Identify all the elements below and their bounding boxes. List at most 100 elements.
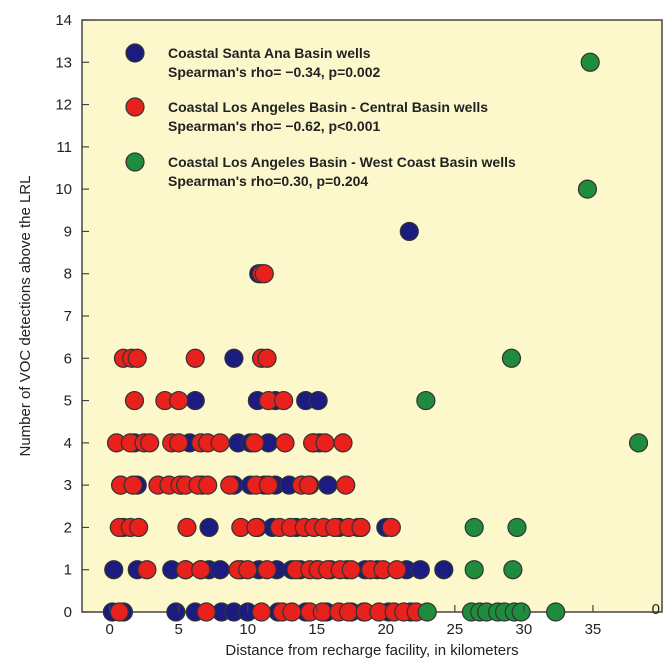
data-points: [102, 52, 649, 622]
point-west-coast-basin: [416, 390, 436, 411]
point-west-coast-basin: [577, 179, 598, 199]
point-west-coast-basin: [417, 602, 437, 622]
point-west-coast-basin: [628, 433, 649, 453]
point-central-basin: [123, 475, 143, 495]
point-santa-ana: [166, 602, 186, 622]
y-tick-label: 11: [56, 139, 72, 156]
point-central-basin: [282, 602, 302, 622]
point-west-coast-basin: [464, 560, 484, 580]
x-tick-label: 0: [105, 621, 113, 638]
legend: Coastal Santa Ana Basin wells Spearman's…: [125, 43, 516, 189]
y-tick-label: 13: [55, 54, 72, 71]
point-central-basin: [315, 433, 335, 453]
y-tick-label: 10: [55, 181, 72, 198]
point-central-basin: [251, 602, 272, 622]
y-axis-label: Number of VOC detections above the LRL: [17, 176, 34, 457]
point-central-basin: [257, 348, 277, 368]
point-central-basin: [387, 560, 407, 580]
point-central-basin: [220, 475, 240, 495]
legend-stat-santa-ana: Spearman's rho= −0.34, p=0.002: [168, 64, 380, 80]
point-central-basin: [109, 602, 129, 622]
x-tick-label: 15: [308, 621, 325, 638]
point-west-coast-basin: [507, 517, 527, 538]
point-santa-ana: [104, 560, 124, 580]
plot-area: [81, 19, 663, 613]
point-santa-ana: [308, 390, 328, 411]
point-santa-ana: [199, 517, 219, 538]
x-tick-label: 30: [516, 621, 533, 638]
point-central-basin: [137, 560, 157, 580]
point-west-coast-basin: [464, 517, 484, 538]
point-central-basin: [238, 560, 258, 580]
point-central-basin: [341, 560, 361, 580]
point-santa-ana: [185, 390, 205, 411]
point-central-basin: [210, 433, 230, 453]
point-central-basin: [245, 433, 265, 453]
y-tick-label: 5: [64, 393, 72, 410]
y-tick-label: 4: [64, 435, 72, 452]
point-central-basin: [169, 390, 189, 411]
point-west-coast-basin: [546, 602, 566, 622]
point-santa-ana: [399, 221, 419, 242]
y-tick-label: 2: [64, 519, 72, 536]
x-edge-tick-label: 0: [652, 601, 660, 618]
y-tick-label: 9: [64, 223, 72, 240]
y-tick-label: 3: [64, 477, 72, 494]
point-central-basin: [312, 602, 332, 622]
point-west-coast-basin: [501, 348, 522, 368]
point-central-basin: [129, 517, 149, 538]
point-central-basin: [185, 348, 205, 368]
point-central-basin: [169, 433, 189, 453]
legend-marker-santa-ana: [125, 43, 145, 63]
point-central-basin: [198, 475, 218, 495]
point-west-coast-basin: [580, 52, 600, 72]
legend-label-santa-ana: Coastal Santa Ana Basin wells: [168, 45, 371, 61]
y-tick-label: 12: [55, 97, 72, 114]
point-central-basin: [127, 348, 147, 368]
x-tick-label: 10: [239, 621, 256, 638]
point-santa-ana: [410, 560, 430, 580]
point-central-basin: [381, 517, 401, 538]
legend-marker-central-basin: [125, 97, 145, 117]
x-axis-label: Distance from recharge facility, in kilo…: [225, 642, 518, 659]
point-central-basin: [196, 602, 216, 622]
point-central-basin: [191, 560, 211, 580]
legend-stat-central-basin: Spearman's rho= −0.62, p<0.001: [168, 118, 380, 134]
point-west-coast-basin: [503, 560, 523, 580]
point-central-basin: [333, 433, 353, 453]
point-central-basin: [140, 433, 160, 453]
point-central-basin: [298, 475, 319, 495]
point-central-basin: [338, 602, 359, 622]
point-santa-ana: [224, 348, 244, 368]
point-santa-ana: [434, 560, 454, 580]
point-west-coast-basin: [511, 602, 531, 622]
x-tick-label: 20: [377, 621, 394, 638]
point-central-basin: [177, 517, 197, 538]
y-tick-label: 6: [64, 350, 72, 367]
point-central-basin: [336, 475, 356, 495]
legend-stat-west-coast-basin: Spearman's rho=0.30, p=0.204: [168, 173, 368, 189]
legend-label-west-coast-basin: Coastal Los Angeles Basin - West Coast B…: [168, 154, 516, 170]
x-tick-label: 35: [585, 621, 602, 638]
y-tick-label: 0: [64, 604, 72, 621]
y-tick-label: 1: [64, 562, 72, 579]
point-central-basin: [275, 433, 295, 453]
y-tick-label: 7: [64, 308, 72, 325]
x-tick-label: 25: [447, 621, 464, 638]
point-santa-ana: [210, 560, 230, 580]
point-central-basin: [258, 475, 279, 495]
point-santa-ana: [318, 475, 338, 495]
point-central-basin: [257, 560, 277, 580]
point-central-basin: [274, 390, 294, 411]
y-tick-label: 14: [55, 12, 72, 29]
point-central-basin: [254, 264, 274, 284]
legend-label-central-basin: Coastal Los Angeles Basin - Central Basi…: [168, 99, 488, 115]
legend-marker-west-coast-basin: [125, 152, 145, 172]
y-tick-label: 8: [64, 266, 72, 283]
x-tick-label: 5: [174, 621, 182, 638]
point-central-basin: [124, 390, 145, 411]
point-central-basin: [246, 517, 266, 538]
point-central-basin: [351, 517, 371, 538]
